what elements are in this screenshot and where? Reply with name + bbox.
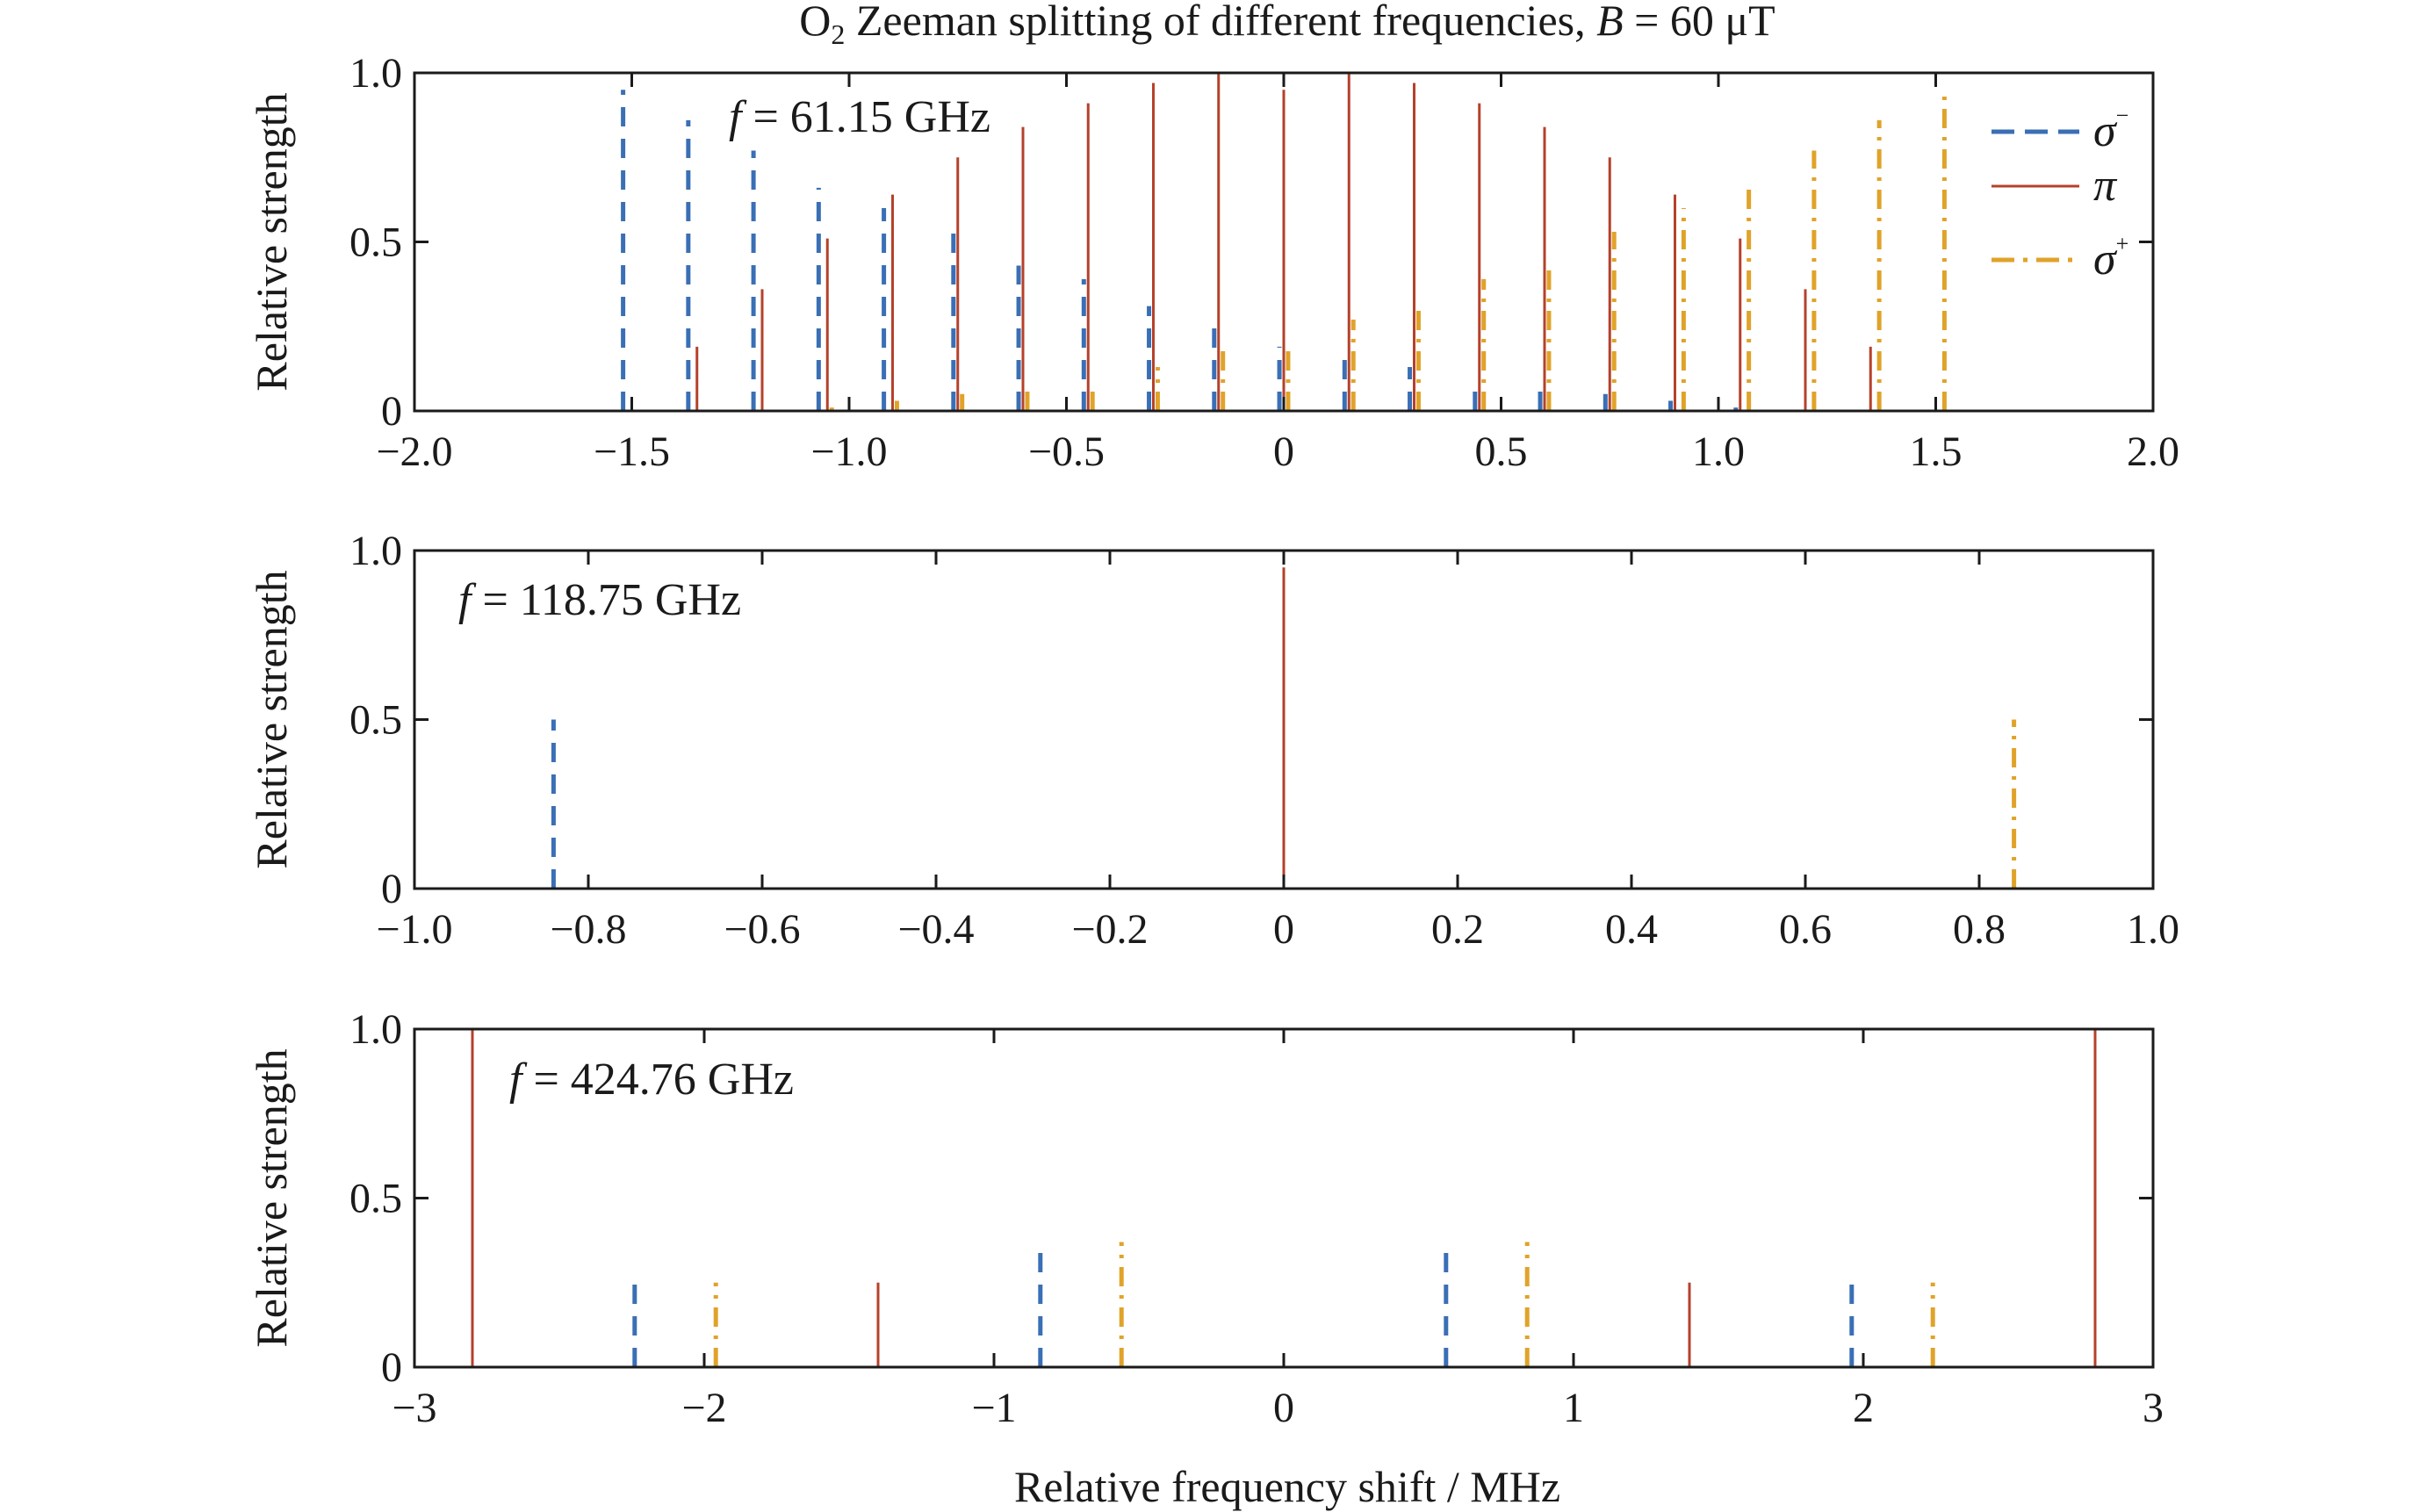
frequency-annotation: f = 118.75 GHz — [458, 575, 741, 625]
x-tick-label: −2.0 — [376, 428, 452, 475]
figure-title: O2 Zeeman splitting of different frequen… — [799, 0, 1775, 50]
panels: −2.0 −1.5 −1.0 −0.5 0 0.5 1.0 1.5 2.0 0 0.5 1.0 Rela… — [247, 50, 2179, 1431]
x-tick-label: 1 — [1563, 1385, 1584, 1431]
legend-label-sigma-minus: σ− — [2093, 103, 2128, 156]
x-tick-label: −2 — [681, 1385, 726, 1431]
x-tick-label: 1.0 — [1692, 428, 1745, 475]
x-tick-label: 0.6 — [1779, 906, 1832, 953]
frequency-annotation: f = 424.76 GHz — [509, 1055, 794, 1105]
x-tick-label: 0.4 — [1605, 906, 1658, 953]
title-main: Zeeman splitting of different frequencie… — [845, 0, 1596, 45]
panel-2: −1.0 −0.8 −0.6 −0.4 −0.2 0 0.2 0.4 0.6 0.8 1.0 0 0.5… — [247, 528, 2179, 953]
legend-label-pi: π — [2093, 161, 2118, 211]
y-tick-label: 0 — [381, 388, 402, 435]
x-axis-label: Relative frequency shift / MHz — [1014, 1462, 1560, 1511]
x-tick-label: −0.2 — [1071, 906, 1148, 953]
annotation-value: = 424.76 GHz — [522, 1055, 794, 1105]
x-tick-label: 0 — [1273, 428, 1294, 475]
x-tick-label: 0 — [1273, 906, 1294, 953]
x-tick-label: −3 — [392, 1385, 436, 1431]
y-tick-label: 0.5 — [349, 1176, 402, 1222]
y-tick-label: 0.5 — [349, 697, 402, 744]
y-tick-label: 0 — [381, 866, 402, 912]
title-field-variable: B — [1596, 0, 1624, 45]
x-tick-label: 0.5 — [1475, 428, 1528, 475]
x-tick-label: 2.0 — [2127, 428, 2179, 475]
x-tick-label: −1.0 — [376, 906, 452, 953]
legend-label-sigma-plus: σ+ — [2093, 231, 2128, 284]
x-tick-label: −0.4 — [897, 906, 974, 953]
title-prefix: O — [799, 0, 831, 45]
x-tick-label: −0.8 — [550, 906, 626, 953]
y-tick-label: 1.0 — [349, 1006, 402, 1053]
x-tick-label: −1.5 — [594, 428, 670, 475]
series-pi — [695, 73, 1872, 411]
legend: σ−π σ+ — [1991, 103, 2128, 284]
y-tick-label: 1.0 — [349, 50, 402, 97]
x-tick-label: 1.0 — [2127, 906, 2179, 953]
x-tick-label: 0.2 — [1431, 906, 1484, 953]
x-tick-label: −1 — [971, 1385, 1016, 1431]
series-sigma-minus — [632, 1242, 1855, 1367]
x-tick-label: −0.6 — [724, 906, 800, 953]
y-tick-label: 0.5 — [349, 220, 402, 266]
title-field-value: = 60 μT — [1624, 0, 1775, 45]
series-sigma-plus — [713, 1242, 1935, 1367]
panel-3: −3 −2 −1 0 1 2 3 0 0.5 1.0 Relative strength f = 42… — [247, 1006, 2164, 1431]
y-axis-label: Relative strength — [247, 570, 296, 868]
x-tick-label: −1.0 — [810, 428, 887, 475]
series-pi — [471, 1029, 2097, 1367]
x-tick-label: −0.5 — [1028, 428, 1105, 475]
x-tick-label: 2 — [1853, 1385, 1874, 1431]
annotation-value: = 61.15 GHz — [741, 92, 990, 142]
panel-1: −2.0 −1.5 −1.0 −0.5 0 0.5 1.0 1.5 2.0 0 0.5 1.0 Rela… — [247, 50, 2179, 475]
x-tick-label: 0.8 — [1953, 906, 2006, 953]
y-axis-label: Relative strength — [247, 1048, 296, 1347]
series-sigma-plus — [829, 90, 1947, 411]
title-subscript: 2 — [831, 18, 845, 50]
y-tick-label: 1.0 — [349, 528, 402, 574]
y-axis-label: Relative strength — [247, 92, 296, 391]
series-sigma-minus — [621, 90, 1739, 411]
x-tick-label: 0 — [1273, 1385, 1294, 1431]
x-tick-label: 3 — [2143, 1385, 2164, 1431]
annotation-value: = 118.75 GHz — [471, 575, 741, 625]
y-tick-label: 0 — [381, 1344, 402, 1391]
x-tick-label: 1.5 — [1910, 428, 1963, 475]
frequency-annotation: f = 61.15 GHz — [729, 92, 990, 142]
